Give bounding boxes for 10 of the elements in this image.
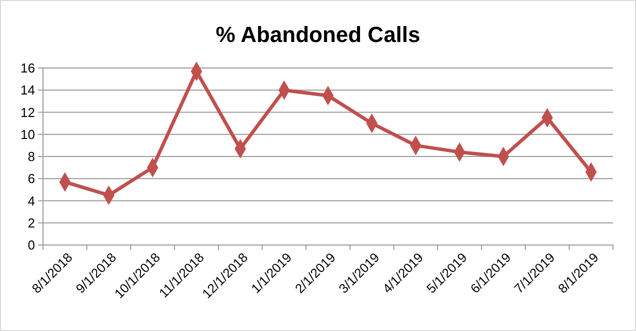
y-tick-label: 4 [28, 193, 35, 208]
y-tick-label: 16 [20, 60, 35, 76]
chart-title: % Abandoned Calls [216, 22, 420, 47]
y-tick-label: 12 [20, 104, 35, 120]
y-tick-label: 8 [28, 149, 35, 164]
y-tick-label: 2 [28, 215, 35, 230]
y-tick-label: 0 [28, 238, 35, 253]
y-tick-label: 14 [20, 82, 35, 98]
y-tick-label: 6 [28, 171, 35, 186]
y-tick-label: 10 [20, 126, 35, 142]
